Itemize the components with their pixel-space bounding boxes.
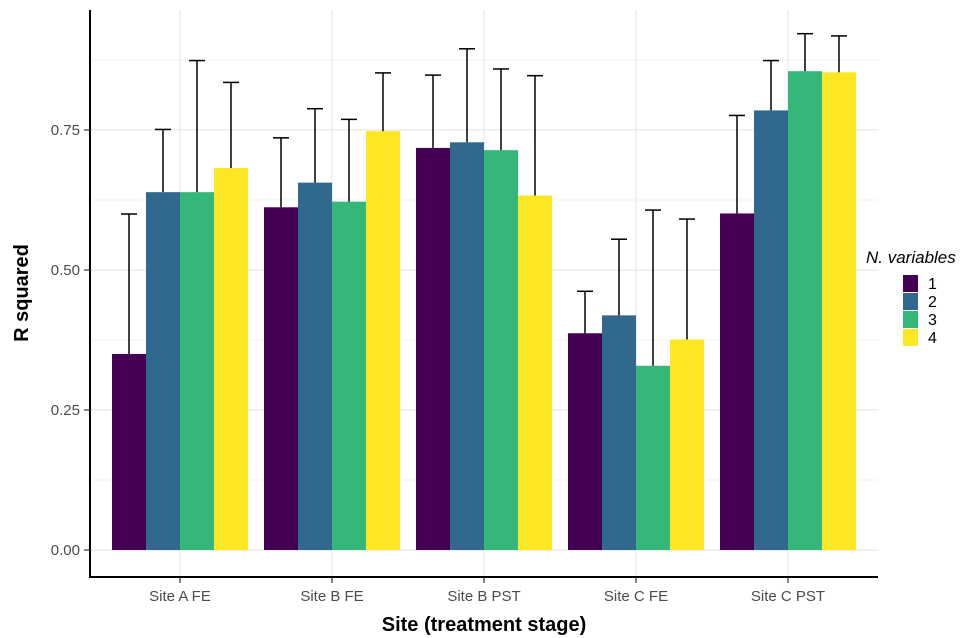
bar bbox=[112, 354, 146, 550]
x-axis-title: Site (treatment stage) bbox=[382, 614, 587, 636]
y-tick-label: 0.25 bbox=[51, 402, 80, 419]
bar bbox=[788, 71, 822, 550]
legend-label: 2 bbox=[928, 294, 937, 311]
bar bbox=[332, 201, 366, 550]
y-tick-label: 0.50 bbox=[51, 262, 80, 279]
x-tick-label: Site B FE bbox=[300, 588, 363, 605]
bar bbox=[568, 333, 602, 550]
bar bbox=[180, 192, 214, 550]
x-tick-label: Site C FE bbox=[604, 588, 668, 605]
bar bbox=[822, 72, 856, 550]
bar bbox=[670, 339, 704, 550]
y-axis-title: R squared bbox=[11, 244, 33, 342]
bar bbox=[450, 142, 484, 550]
x-tick-label: Site C PST bbox=[751, 588, 825, 605]
y-tick-label: 0.00 bbox=[51, 542, 80, 559]
bar bbox=[146, 192, 180, 550]
legend-label: 3 bbox=[928, 312, 937, 329]
bar bbox=[264, 207, 298, 550]
bar bbox=[720, 213, 754, 550]
bar bbox=[366, 131, 400, 550]
bar bbox=[298, 182, 332, 550]
legend-key bbox=[903, 329, 918, 346]
bar bbox=[518, 195, 552, 550]
y-tick-label: 0.75 bbox=[51, 122, 80, 139]
bar bbox=[484, 150, 518, 550]
bar bbox=[636, 365, 670, 550]
bar bbox=[214, 168, 248, 550]
legend-key bbox=[903, 311, 918, 328]
bar bbox=[416, 147, 450, 551]
error-bars bbox=[121, 32, 847, 366]
y-ticks: 0.00 0.25 0.50 0.75 bbox=[51, 122, 90, 559]
legend-title: N. variables bbox=[866, 248, 956, 267]
legend-key bbox=[903, 275, 918, 292]
bar bbox=[754, 110, 788, 551]
legend-key bbox=[903, 293, 918, 310]
bar bbox=[602, 315, 636, 550]
x-ticks: Site A FE Site B FE Site B PST Site C FE Sit… bbox=[149, 577, 825, 605]
x-tick-label: Site B PST bbox=[447, 588, 520, 605]
x-tick-label: Site A FE bbox=[149, 588, 211, 605]
bars bbox=[112, 71, 856, 551]
legend-label: 1 bbox=[928, 276, 937, 293]
legend-label: 4 bbox=[928, 330, 937, 347]
